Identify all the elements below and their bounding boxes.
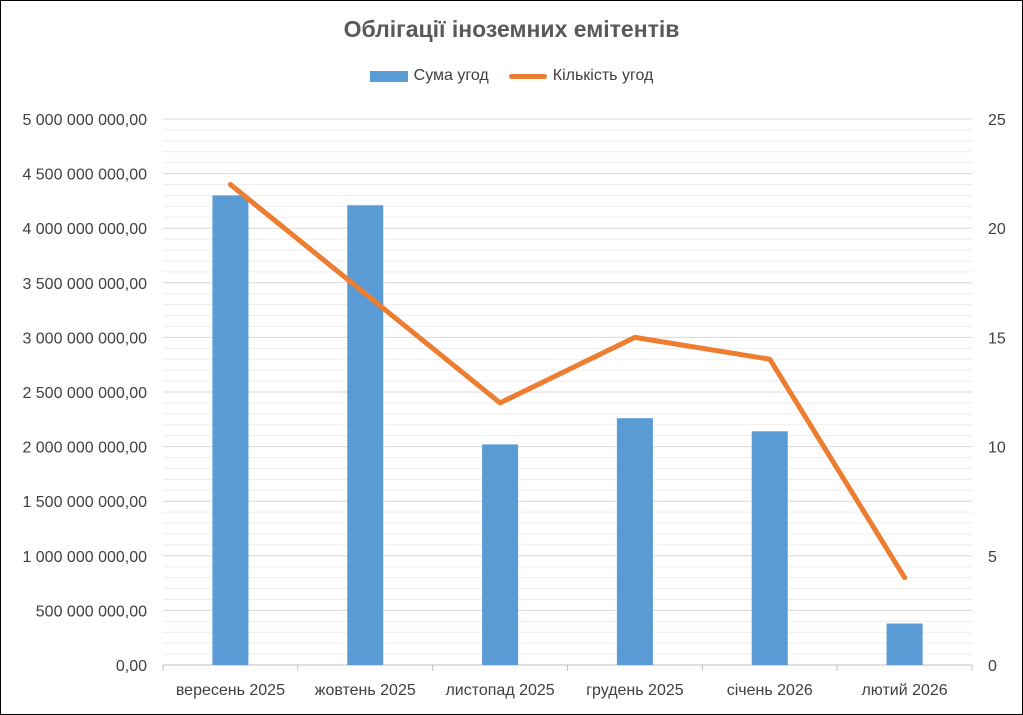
- y-right-tick-label: 10: [988, 440, 1006, 457]
- bar: [616, 418, 653, 665]
- y-right-tick-label: 15: [988, 330, 1006, 347]
- legend-swatch-bar: [369, 70, 408, 82]
- x-tick-label: січень 2026: [727, 682, 813, 699]
- y-left-tick-label: 3 000 000 000,00: [22, 330, 147, 347]
- y-right-tick-label: 25: [988, 112, 1006, 129]
- bar: [886, 623, 923, 665]
- chart-legend: Сума угод Кількість угод: [0, 67, 1023, 85]
- y-left-tick-label: 0,00: [116, 658, 147, 675]
- bar: [212, 195, 249, 665]
- x-tick-label: вересень 2025: [176, 682, 285, 699]
- y-right-tick-label: 20: [988, 221, 1006, 238]
- x-tick-label: лютий 2026: [861, 682, 947, 699]
- y-left-tick-label: 2 500 000 000,00: [22, 385, 147, 402]
- y-left-tick-label: 4 500 000 000,00: [22, 167, 147, 184]
- series-line: [227, 182, 908, 581]
- bar: [482, 444, 519, 665]
- bar: [347, 205, 384, 665]
- y-right-tick-label: 5: [988, 549, 997, 566]
- legend-swatch-line: [508, 73, 547, 79]
- y-left-tick-label: 3 500 000 000,00: [22, 276, 147, 293]
- x-tick-label: жовтень 2025: [315, 682, 416, 699]
- x-tick-label: грудень 2025: [586, 682, 684, 699]
- legend-label-bar-series: Сума угод: [413, 67, 489, 84]
- legend-item-line-series: Кількість угод: [508, 67, 654, 85]
- legend-label-line-series: Кількість угод: [552, 67, 654, 84]
- y-left-tick-label: 2 000 000 000,00: [22, 440, 147, 457]
- bar: [751, 431, 788, 665]
- legend-item-bar-series: Сума угод: [369, 67, 489, 85]
- chart-title: Облігації іноземних емітентів: [343, 16, 680, 42]
- y-left-tick-label: 1 000 000 000,00: [22, 549, 147, 566]
- x-tick-label: листопад 2025: [445, 682, 554, 699]
- y-left-tick-label: 5 000 000 000,00: [22, 112, 147, 129]
- y-left-tick-label: 500 000 000,00: [36, 603, 147, 620]
- y-right-tick-label: 0: [988, 658, 997, 675]
- y-left-tick-label: 4 000 000 000,00: [22, 221, 147, 238]
- y-left-tick-label: 1 500 000 000,00: [22, 494, 147, 511]
